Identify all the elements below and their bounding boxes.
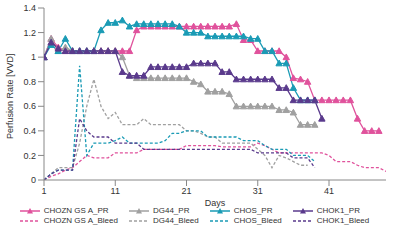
html-text:DG44_Bleed: DG44_Bleed xyxy=(153,216,199,225)
svg-text:11: 11 xyxy=(111,186,120,196)
html-text:CHOS_Bleed: CHOS_Bleed xyxy=(233,216,282,225)
svg-text:31: 31 xyxy=(253,186,263,196)
svg-text:0.4: 0.4 xyxy=(23,126,36,136)
svg-text:Perfusion Rate [VVD]: Perfusion Rate [VVD] xyxy=(8,53,15,139)
svg-text:0.8: 0.8 xyxy=(23,77,36,87)
svg-text:0: 0 xyxy=(31,175,36,185)
svg-text:41: 41 xyxy=(324,186,334,196)
svg-text:0.6: 0.6 xyxy=(23,101,36,111)
svg-text:Days: Days xyxy=(205,198,226,208)
html-text:CHOZN GS A_Bleed: CHOZN GS A_Bleed xyxy=(43,216,118,225)
svg-text:1: 1 xyxy=(31,52,36,62)
html-text:CHOK1_Bleed: CHOK1_Bleed xyxy=(316,216,370,225)
html-text:CHOS_PR: CHOS_PR xyxy=(233,206,273,215)
html-text:DG44_PR: DG44_PR xyxy=(153,206,190,215)
html-text:CHOZN GS A_PR: CHOZN GS A_PR xyxy=(43,206,109,215)
html-text:CHOK1_PR: CHOK1_PR xyxy=(316,206,360,215)
svg-text:1.2: 1.2 xyxy=(23,28,36,38)
svg-text:1.4: 1.4 xyxy=(23,3,36,13)
svg-text:0.2: 0.2 xyxy=(23,151,36,161)
svg-text:21: 21 xyxy=(181,186,191,196)
svg-text:1: 1 xyxy=(41,186,46,196)
